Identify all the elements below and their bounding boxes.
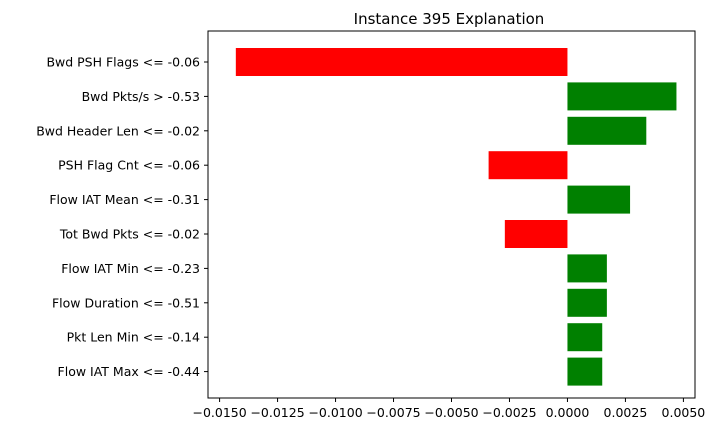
x-axis-ticks: −0.0150 −0.0125 −0.0100 −0.0075 −0.0050 −0.00…: [192, 398, 705, 420]
y-tick-label: Bwd PSH Flags <= -0.06: [46, 55, 200, 70]
x-tick-label: 0.0025: [604, 405, 648, 420]
x-tick-label: 0.0050: [662, 405, 706, 420]
bar-1: [567, 82, 677, 111]
bar-6: [567, 254, 607, 283]
x-tick-label: 0.0000: [546, 405, 590, 420]
y-tick-label: Bwd Pkts/s > -0.53: [82, 89, 200, 104]
bar-2: [567, 116, 647, 145]
y-tick-label: PSH Flag Cnt <= -0.06: [58, 158, 200, 173]
x-tick-label: −0.0150: [192, 405, 246, 420]
x-tick-label: −0.0075: [366, 405, 420, 420]
bar-5: [504, 220, 568, 248]
bar-9: [567, 357, 603, 386]
x-tick-label: −0.0125: [250, 405, 304, 420]
y-tick-label: Tot Bwd Pkts <= -0.02: [59, 227, 200, 242]
y-tick-label: Flow Duration <= -0.51: [52, 295, 200, 310]
bars-group: [235, 48, 677, 386]
chart-title: Instance 395 Explanation: [354, 10, 545, 28]
y-tick-label: Flow IAT Max <= -0.44: [58, 364, 201, 379]
y-tick-label: Flow IAT Min <= -0.23: [61, 261, 200, 276]
y-axis-ticks: Bwd PSH Flags <= -0.06 Bwd Pkts/s > -0.53…: [36, 55, 208, 379]
plot-frame: [207, 30, 696, 399]
y-tick-label: Flow IAT Mean <= -0.31: [49, 192, 200, 207]
bar-7: [567, 288, 607, 317]
y-tick-label: Bwd Header Len <= -0.02: [36, 123, 200, 138]
x-tick-label: −0.0100: [308, 405, 362, 420]
bar-0: [235, 48, 568, 76]
x-tick-label: −0.0025: [482, 405, 536, 420]
bar-8: [567, 323, 603, 352]
bar-3: [488, 151, 568, 180]
bar-4: [567, 185, 631, 214]
y-tick-label: Pkt Len Min <= -0.14: [67, 330, 200, 345]
x-tick-label: −0.0050: [424, 405, 478, 420]
